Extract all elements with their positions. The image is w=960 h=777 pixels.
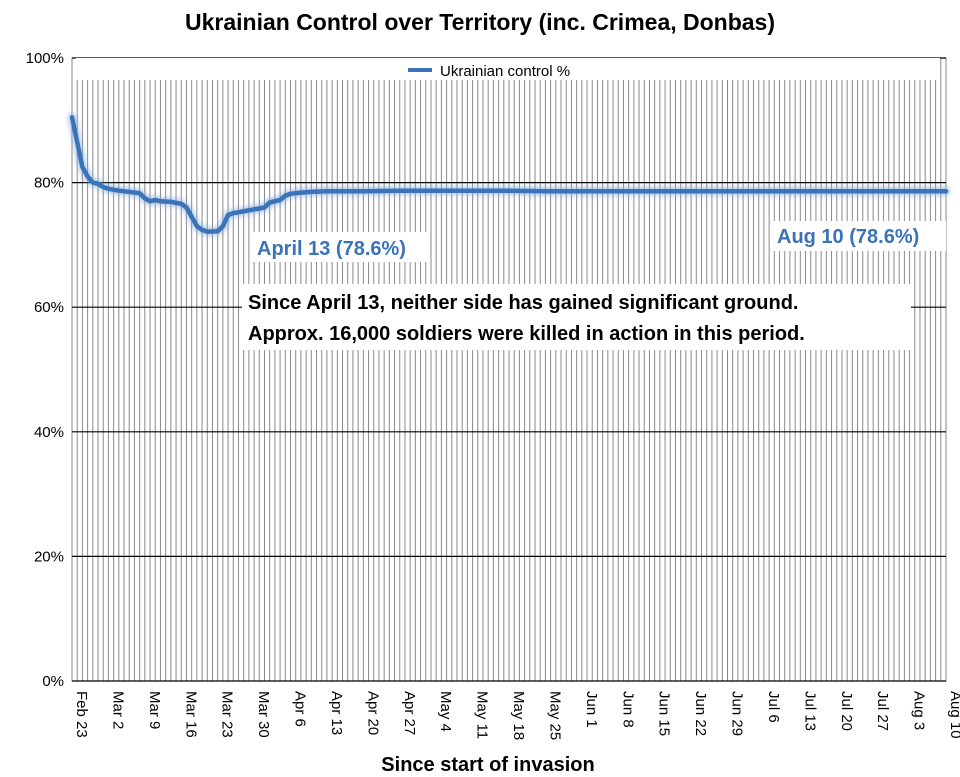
x-tick-label: Jun 29 [729,691,746,736]
x-tick-label: Jul 27 [874,691,891,731]
legend-label: Ukrainian control % [440,63,570,80]
x-tick-label: May 18 [510,691,527,740]
x-tick-label: Apr 27 [401,691,418,735]
x-tick-label: Mar 9 [146,691,163,729]
x-axis-label: Since start of invasion [381,754,594,776]
note-line-2: Approx. 16,000 soldiers were killed in a… [248,323,805,345]
x-tick-label: May 4 [437,691,454,732]
aug-10-label: Aug 10 (78.6%) [777,226,919,248]
x-tick-label: Jun 22 [692,691,709,736]
y-tick-label: 100% [26,50,64,67]
x-tick-label: Feb 23 [73,691,90,738]
y-tick-label: 0% [42,673,64,690]
x-tick-label: Jul 20 [838,691,855,731]
x-tick-label: Apr 13 [328,691,345,735]
series-layer [67,112,951,237]
x-tick-label: Jul 13 [801,691,818,731]
vertical-gridlines [71,58,947,681]
x-tick-label: Apr 6 [292,691,309,727]
x-tick-label: Apr 20 [364,691,381,735]
x-axis-ticks: Feb 23 Mar 2 Mar 9 Mar 16 Mar 23 Mar 30 Apr 6 A… [73,691,960,740]
legend: Ukrainian control % [76,58,940,80]
x-tick-label: Jun 1 [583,691,600,728]
x-tick-label: May 25 [546,691,563,740]
series-line [69,114,949,235]
note-box: Since April 13, neither side has gained … [242,284,911,350]
callout-aug: Aug 10 (78.6%) [770,221,946,251]
x-tick-label: Mar 2 [109,691,126,729]
note-line-1: Since April 13, neither side has gained … [248,292,798,314]
y-tick-label: 20% [34,548,64,565]
chart-title: Ukrainian Control over Territory (inc. C… [184,9,776,35]
y-tick-label: 80% [34,175,64,192]
x-tick-label: May 11 [474,691,491,739]
x-tick-label: Jul 6 [765,691,782,723]
callout-april: April 13 (78.6%) [250,232,430,262]
x-tick-label: Mar 30 [255,691,272,738]
y-tick-label: 40% [34,424,64,441]
x-tick-label: Aug 3 [911,691,928,730]
april-13-label: April 13 (78.6%) [257,238,406,260]
y-axis-ticks: 0% 20% 40% 60% 80% 100% [26,50,64,690]
x-tick-label: Aug 10 [947,691,960,739]
x-tick-label: Jun 8 [619,691,636,728]
y-tick-label: 60% [34,299,64,316]
x-tick-label: Mar 23 [219,691,236,738]
x-tick-label: Mar 16 [182,691,199,738]
x-tick-label: Jun 15 [656,691,673,736]
